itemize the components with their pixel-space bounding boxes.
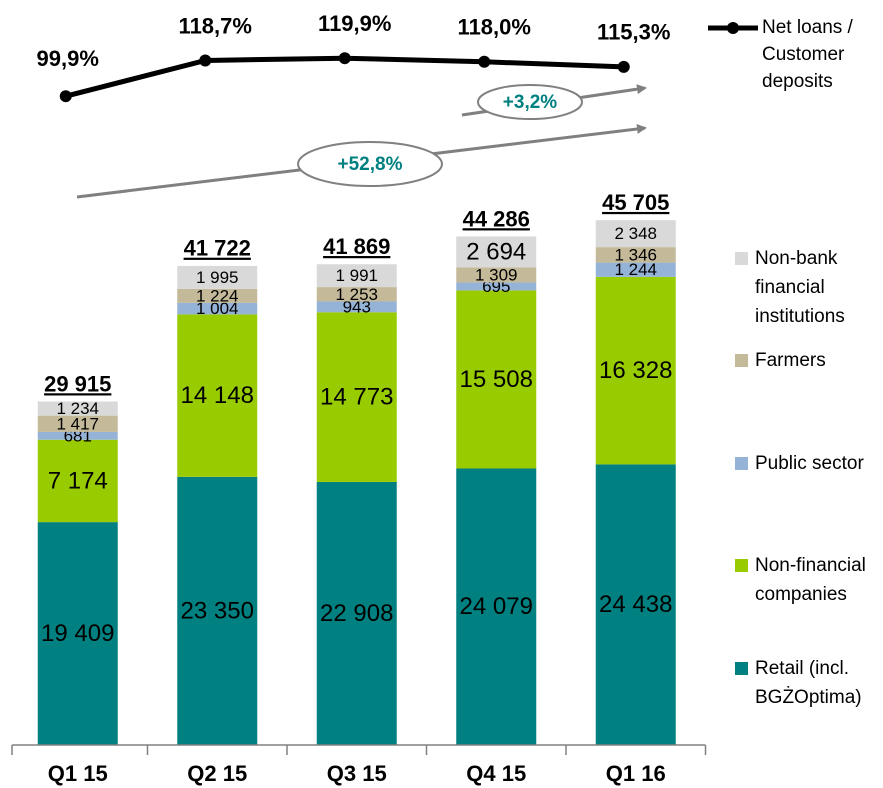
bar-segment bbox=[316, 481, 397, 745]
bar-segment bbox=[177, 265, 258, 289]
total-label: 41 722 bbox=[184, 236, 251, 261]
value-label: 14 773 bbox=[320, 383, 393, 410]
value-label: 2 694 bbox=[466, 238, 526, 265]
value-label: 118,0% bbox=[458, 15, 531, 40]
legend-swatch bbox=[735, 252, 748, 265]
line-marker bbox=[338, 52, 351, 65]
legend-label: Farmers bbox=[755, 350, 826, 371]
legend-label: Retail (incl. BGŻOptima) bbox=[755, 658, 862, 708]
bar-segment bbox=[456, 468, 537, 745]
value-label: 7 174 bbox=[48, 467, 108, 494]
legend-swatch bbox=[735, 457, 748, 470]
value-label: 1 991 bbox=[335, 266, 378, 285]
bar-segment bbox=[177, 302, 258, 315]
legend-swatch bbox=[735, 662, 748, 675]
annotation: +52,8% bbox=[338, 154, 403, 175]
value-label: 119,9% bbox=[318, 11, 391, 36]
bar-segment bbox=[37, 415, 118, 432]
value-label: 1 417 bbox=[56, 414, 99, 433]
legend-swatch bbox=[735, 354, 748, 367]
x-tick-label: Q2 15 bbox=[187, 761, 247, 786]
value-label: 1 244 bbox=[614, 260, 657, 279]
line-marker bbox=[59, 90, 72, 103]
bar-segment bbox=[177, 314, 258, 477]
bar-segment bbox=[595, 262, 676, 277]
legend-item: Farmers bbox=[735, 346, 883, 375]
x-tick-label: Q3 15 bbox=[327, 761, 387, 786]
bar-segment bbox=[316, 301, 397, 313]
value-label: 1 234 bbox=[56, 399, 99, 418]
total-label: 44 286 bbox=[463, 206, 530, 231]
legend-label: Non-financial companies bbox=[755, 555, 866, 605]
value-label: 24 438 bbox=[599, 591, 672, 618]
value-label: 1 309 bbox=[475, 265, 518, 284]
bar-segment bbox=[316, 312, 397, 482]
value-label: 1 224 bbox=[196, 286, 239, 305]
bar-segment bbox=[37, 431, 118, 440]
value-label: 24 079 bbox=[460, 593, 533, 620]
annotation-bubble bbox=[477, 84, 583, 120]
legend-label: Public sector bbox=[755, 453, 864, 474]
line-marker bbox=[617, 60, 630, 73]
bar-segment bbox=[595, 247, 676, 263]
value-label: 2 348 bbox=[614, 224, 657, 243]
annotation-bubble bbox=[297, 141, 443, 187]
value-label: 22 908 bbox=[320, 600, 393, 627]
bar-segment bbox=[316, 264, 397, 288]
total-label: 29 915 bbox=[44, 371, 111, 396]
value-label: 23 350 bbox=[181, 597, 254, 624]
bar-segment bbox=[595, 220, 676, 248]
bar-segment bbox=[37, 522, 118, 745]
value-label: 19 409 bbox=[41, 620, 114, 647]
x-tick-label: Q1 15 bbox=[48, 761, 108, 786]
bar-segment bbox=[177, 288, 258, 303]
value-label: 1 995 bbox=[196, 268, 239, 287]
bar-segment bbox=[37, 439, 118, 523]
value-label: 16 328 bbox=[599, 357, 672, 384]
bar-segment bbox=[595, 276, 676, 465]
annotation: +3,2% bbox=[503, 92, 558, 113]
value-label: 1 346 bbox=[614, 245, 657, 264]
bar-segment bbox=[595, 464, 676, 745]
legend-item: Non-bank financial institutions bbox=[735, 244, 883, 331]
legend-item: Retail (incl. BGŻOptima) bbox=[735, 654, 883, 712]
bar-segment bbox=[456, 282, 537, 291]
bar-segment bbox=[177, 476, 258, 745]
bar-segment bbox=[37, 401, 118, 416]
legend-label: Net loans / Customer deposits bbox=[762, 17, 853, 92]
total-label: 41 869 bbox=[323, 234, 390, 259]
value-label: 1 004 bbox=[196, 299, 239, 318]
legend-swatch bbox=[735, 559, 748, 572]
value-label: 115,3% bbox=[597, 20, 670, 45]
value-label: 99,9% bbox=[37, 46, 99, 71]
legend-item: Non-financial companies bbox=[735, 551, 883, 609]
bar-segment bbox=[316, 287, 397, 302]
legend-item: Public sector bbox=[735, 449, 883, 478]
legend-marker bbox=[727, 22, 739, 34]
value-label: 15 508 bbox=[460, 366, 533, 393]
total-label: 45 705 bbox=[602, 190, 669, 215]
bar-segment bbox=[456, 236, 537, 268]
line-marker bbox=[199, 54, 212, 67]
value-label: 1 253 bbox=[335, 285, 378, 304]
legend-item: Net loans / Customer deposits bbox=[762, 14, 862, 95]
value-label: 118,7% bbox=[179, 13, 252, 38]
x-tick-label: Q4 15 bbox=[466, 761, 526, 786]
legend-label: Non-bank financial institutions bbox=[755, 248, 845, 327]
value-label: 943 bbox=[343, 297, 371, 316]
x-tick-label: Q1 16 bbox=[606, 761, 666, 786]
line-marker bbox=[478, 55, 491, 68]
value-label: 14 148 bbox=[181, 382, 254, 409]
bar-segment bbox=[456, 267, 537, 283]
bar-segment bbox=[456, 290, 537, 469]
